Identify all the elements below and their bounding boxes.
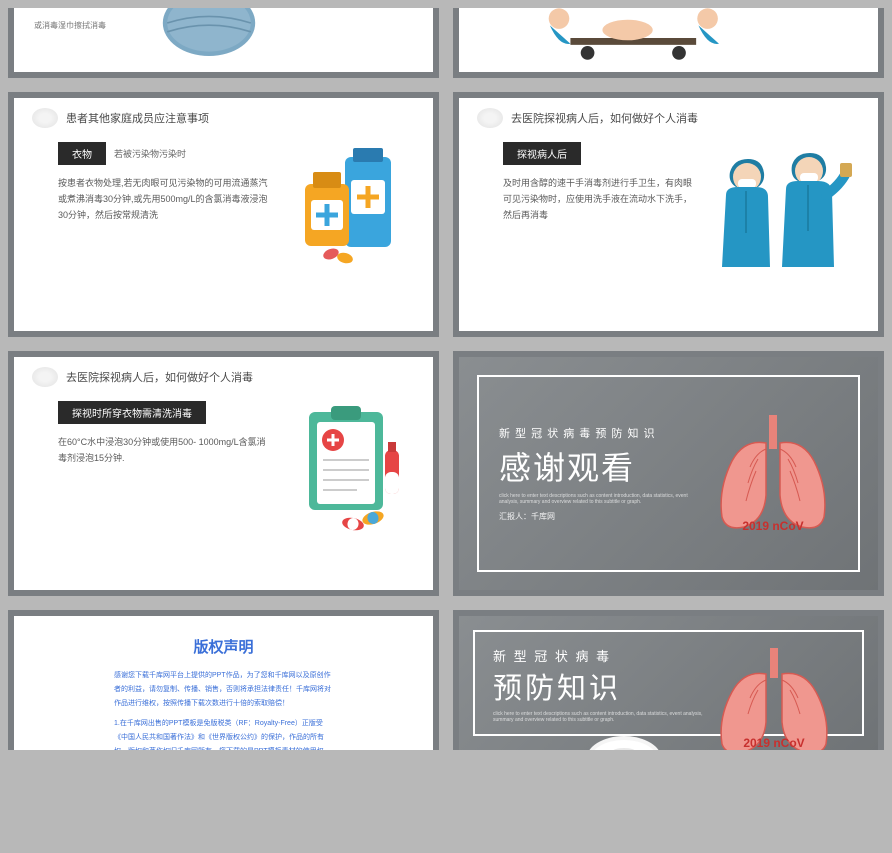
lungs-icon <box>704 646 844 750</box>
visit-tag: 探视病人后 <box>503 142 581 165</box>
medicine-bottles-icon <box>283 142 413 272</box>
copyright-title: 版权声明 <box>114 636 333 657</box>
ty-small-text: click here to enter text descriptions su… <box>499 493 708 505</box>
mask-icon <box>579 730 669 750</box>
ncov-label: 2019 nCoV <box>743 736 804 750</box>
virus-icon <box>32 367 58 387</box>
slide-header: 去医院探视病人后，如何做好个人消毒 <box>14 357 433 393</box>
stretcher-icon <box>509 8 769 78</box>
final-subtitle: 新 型 冠 状 病 毒 <box>493 646 704 665</box>
clothing-tag-sub: 若被污染物污染时 <box>114 147 186 160</box>
wash-tag: 探视时所穿衣物需清洗消毒 <box>58 401 206 424</box>
clothing-body: 按患者衣物处理,若无肉眼可见污染物的可用流通蒸汽或煮沸消毒30分钟,或先用500… <box>58 175 269 224</box>
slide-title: 去医院探视病人后，如何做好个人消毒 <box>66 369 253 385</box>
lungs-graphic: 2019 nCoV <box>708 409 838 539</box>
slide-title: 患者其他家庭成员应注意事项 <box>66 110 209 126</box>
visit-body: 及时用含醇的速干手消毒剂进行手卫生，有肉眼可见污染物时，应使用洗手液在流动水下洗… <box>503 175 694 224</box>
slide-hospital-visit-2: 去医院探视病人后，如何做好个人消毒 探视时所穿衣物需清洗消毒 在60°C水中浸泡… <box>8 351 439 596</box>
mask-icon <box>154 8 264 68</box>
slide-header: 去医院探视病人后，如何做好个人消毒 <box>459 98 878 134</box>
doctors-icon <box>708 137 858 277</box>
slide-copyright: 版权声明 感谢您下载千库网平台上提供的PPT作品，为了您和千库网以及原创作者的利… <box>8 610 439 750</box>
slide-title-cover: 新 型 冠 状 病 毒 预防知识 click here to enter tex… <box>453 610 884 750</box>
lungs-graphic-2: 2019 nCoV <box>704 646 844 746</box>
final-frame: 新 型 冠 状 病 毒 预防知识 click here to enter tex… <box>473 630 864 736</box>
slide-header: 患者其他家庭成员应注意事项 <box>14 98 433 134</box>
clipboard-graphic <box>283 401 413 531</box>
virus-icon <box>32 108 58 128</box>
wash-body: 在60°C水中浸泡30分钟或使用500- 1000mg/L含氯消毒剂浸泡15分钟… <box>58 434 269 466</box>
final-main-title: 预防知识 <box>493 665 704 707</box>
slide-stretcher-partial <box>453 8 884 78</box>
bottles-graphic <box>283 142 413 272</box>
clipboard-icon <box>283 396 413 536</box>
final-small-text: click here to enter text descriptions su… <box>493 711 704 723</box>
clothing-tag: 衣物 <box>58 142 106 165</box>
slide-thank-you: 新 型 冠 状 病 毒 预 防 知 识 感谢观看 click here to e… <box>453 351 884 596</box>
doctors-graphic <box>708 142 858 272</box>
slide-grid: 或消毒湿巾擦拭消毒 患者其他家庭成员应注意事项 衣 <box>8 8 884 750</box>
virus-icon <box>477 108 503 128</box>
ty-subtitle: 新 型 冠 状 病 毒 预 防 知 识 <box>499 425 708 441</box>
thank-you-frame: 新 型 冠 状 病 毒 预 防 知 识 感谢观看 click here to e… <box>477 375 860 572</box>
slide-title: 去医院探视病人后，如何做好个人消毒 <box>511 110 698 126</box>
slide-hospital-visit-1: 去医院探视病人后，如何做好个人消毒 探视病人后 及时用含醇的速干手消毒剂进行手卫… <box>453 92 884 337</box>
slide-family-clothing: 患者其他家庭成员应注意事项 衣物 若被污染物污染时 按患者衣物处理,若无肉眼可见… <box>8 92 439 337</box>
ncov-label: 2019 nCoV <box>742 519 803 533</box>
slide-mask-partial: 或消毒湿巾擦拭消毒 <box>8 8 439 78</box>
mask-text: 或消毒湿巾擦拭消毒 <box>34 20 106 31</box>
copyright-text: 感谢您下载千库网平台上提供的PPT作品，为了您和千库网以及原创作者的利益，请勿复… <box>114 669 333 750</box>
ty-reporter: 汇报人：千库网 <box>499 511 708 522</box>
ty-main-title: 感谢观看 <box>499 443 708 489</box>
